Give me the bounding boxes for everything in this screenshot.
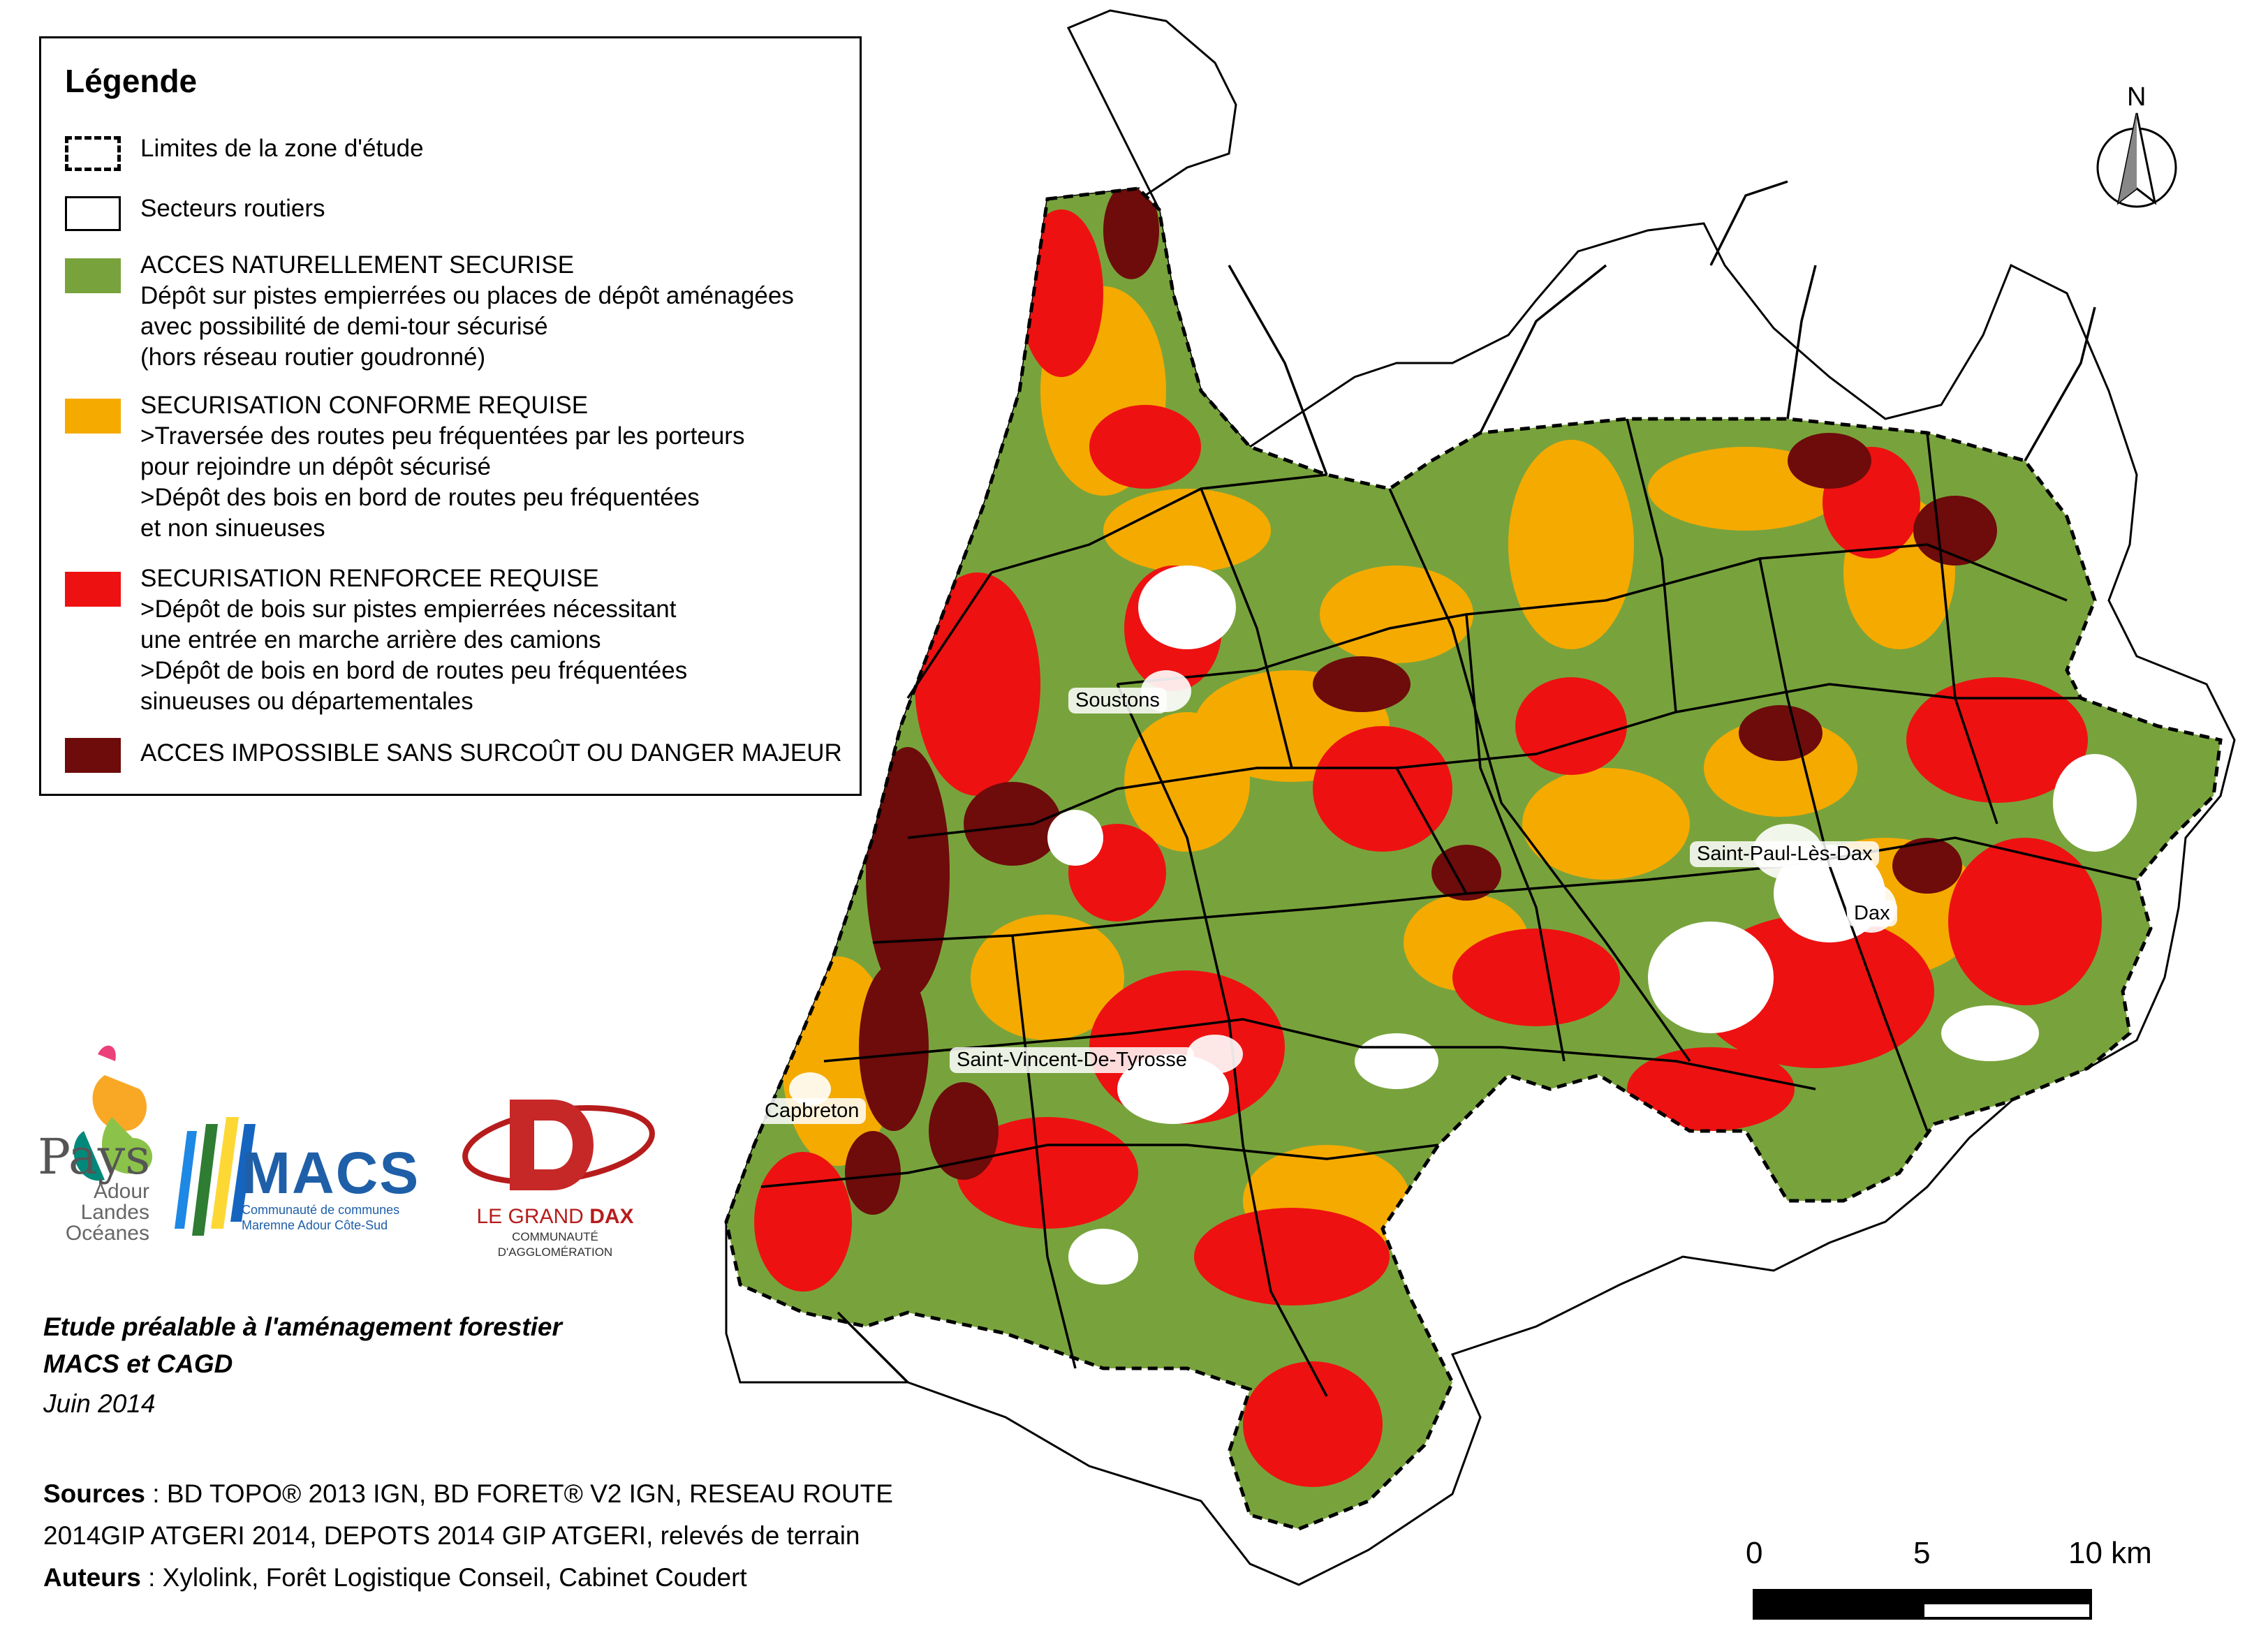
- scale-label-0: 0: [1746, 1536, 1762, 1571]
- legend-label: Secteurs routiers: [140, 193, 325, 224]
- scale-bar: [1754, 1590, 2091, 1618]
- north-arrow: [2098, 113, 2176, 207]
- grand-dax-logo: LE GRAND DAX COMMUNAUTÉ D'AGGLOMÉRATION: [461, 1204, 649, 1260]
- authors-line: : Xylolink, Forêt Logistique Conseil, Ca…: [141, 1563, 747, 1592]
- macs-logo-name: MACS: [242, 1144, 420, 1202]
- macs-logo-sub: Communauté de communes: [242, 1202, 420, 1218]
- pays-logo-sub: Landes: [38, 1202, 149, 1223]
- legend-swatch-dashed: [65, 136, 121, 171]
- scale-label-5: 5: [1913, 1536, 1930, 1571]
- legend-label: SECURISATION RENFORCEE REQUISE: [140, 563, 687, 594]
- sources-line: 2014GIP ATGERI 2014, DEPOTS 2014 GIP ATG…: [43, 1515, 893, 1557]
- legend-desc: Dépôt sur pistes empierrées ou places de…: [140, 281, 794, 311]
- town-label-soustons: Soustons: [1068, 688, 1167, 713]
- grand-dax-logo-sub: D'AGGLOMÉRATION: [461, 1245, 649, 1260]
- grand-dax-logo-mark: [460, 1097, 656, 1193]
- scale-label-10: 10 km: [2068, 1536, 2152, 1571]
- town-label-capbreton: Capbreton: [758, 1098, 866, 1124]
- macs-logo-sub: Maremne Adour Côte-Sud: [242, 1218, 420, 1233]
- legend-desc: pour rejoindre un dépôt sécurisé: [140, 452, 744, 482]
- legend-desc: et non sinueuses: [140, 513, 744, 544]
- legend-desc: avec possibilité de demi-tour sécurisé: [140, 311, 794, 342]
- legend-desc: (hors réseau routier goudronné): [140, 342, 794, 373]
- legend: Légende Limites de la zone d'étude Secte…: [39, 36, 862, 796]
- study-date: Juin 2014: [43, 1389, 155, 1419]
- grand-dax-logo-name: LE GRAND: [476, 1205, 583, 1228]
- town-label-dax: Dax: [1847, 901, 1897, 926]
- grand-dax-logo-sub: COMMUNAUTÉ: [461, 1229, 649, 1245]
- legend-swatch-outline: [65, 196, 121, 231]
- authors-label: Auteurs: [43, 1563, 141, 1592]
- legend-desc: une entrée en marche arrière des camions: [140, 625, 687, 656]
- legend-swatch-red: [65, 572, 121, 607]
- legend-swatch-green: [65, 258, 121, 293]
- north-label: N: [2127, 82, 2146, 112]
- legend-swatch-orange: [65, 399, 121, 434]
- legend-desc: >Traversée des routes peu fréquentées pa…: [140, 421, 744, 452]
- town-label-saint-paul-les-dax: Saint-Paul-Lès-Dax: [1690, 841, 1879, 867]
- legend-desc: >Dépôt de bois en bord de routes peu fré…: [140, 656, 687, 686]
- grand-dax-logo-name: DAX: [589, 1205, 633, 1228]
- sources-label: Sources: [43, 1479, 145, 1508]
- study-subtitle: MACS et CAGD: [43, 1349, 233, 1379]
- legend-desc: >Dépôt des bois en bord de routes peu fr…: [140, 482, 744, 513]
- legend-label: Limites de la zone d'étude: [140, 133, 424, 164]
- sources-line: : BD TOPO® 2013 IGN, BD FORET® V2 IGN, R…: [145, 1479, 893, 1508]
- legend-title: Légende: [65, 62, 197, 100]
- study-title: Etude préalable à l'aménagement forestie…: [43, 1312, 562, 1342]
- legend-desc: >Dépôt de bois sur pistes empierrées néc…: [140, 594, 687, 625]
- legend-label: SECURISATION CONFORME REQUISE: [140, 390, 744, 421]
- town-label-saint-vincent-de-tyrosse: Saint-Vincent-De-Tyrosse: [950, 1047, 1194, 1073]
- legend-swatch-darkred: [65, 738, 121, 773]
- pays-logo-text: Pays: [38, 1132, 149, 1181]
- legend-desc: sinueuses ou départementales: [140, 686, 687, 717]
- macs-logo: MACS Communauté de communes Maremne Adou…: [242, 1144, 420, 1233]
- legend-label: ACCES IMPOSSIBLE SANS SURCOÛT OU DANGER …: [140, 738, 842, 769]
- legend-label: ACCES NATURELLEMENT SECURISE: [140, 250, 794, 281]
- sources-block: Sources : BD TOPO® 2013 IGN, BD FORET® V…: [43, 1473, 893, 1599]
- pays-logo-sub: Océanes: [38, 1223, 149, 1244]
- pays-logo: Pays Adour Landes Océanes: [38, 1132, 149, 1244]
